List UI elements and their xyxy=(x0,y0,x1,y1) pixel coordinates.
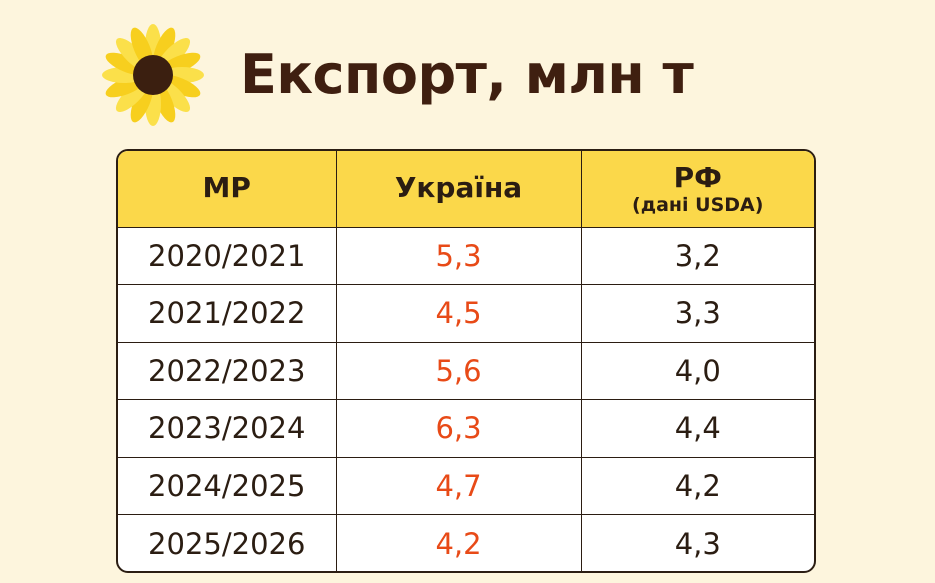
page-title: Експорт, млн т xyxy=(240,43,694,106)
table-row: 2024/2025 4,7 4,2 xyxy=(118,456,814,515)
season-cell: 2022/2023 xyxy=(118,341,337,400)
header-russia-note: (дані USDA) xyxy=(632,193,764,216)
season-cell: 2023/2024 xyxy=(118,399,337,458)
header-season-label: МР xyxy=(202,171,251,205)
header-ukraine-label: Україна xyxy=(394,171,523,205)
table-row: 2020/2021 5,3 3,2 xyxy=(118,226,814,285)
table-row: 2025/2026 4,2 4,3 xyxy=(118,514,814,571)
russia-value-cell: 3,2 xyxy=(580,226,814,285)
table-row: 2021/2022 4,5 3,3 xyxy=(118,284,814,343)
sunflower-icon xyxy=(102,24,204,126)
russia-value-cell: 4,4 xyxy=(580,399,814,458)
table-body: 2020/2021 5,3 3,2 2021/2022 4,5 3,3 2022/2023 5… xyxy=(118,226,814,571)
header-russia-label: РФ xyxy=(673,160,722,194)
russia-value-cell: 4,2 xyxy=(580,456,814,515)
russia-value-cell: 3,3 xyxy=(580,284,814,343)
export-data-table: МР Україна РФ (дані USDA) 2020/2021 5,3 3,… xyxy=(118,151,814,571)
title-row: Експорт, млн т xyxy=(100,22,694,128)
season-cell: 2021/2022 xyxy=(118,284,337,343)
russia-value-cell: 4,0 xyxy=(580,341,814,400)
ukraine-value-cell: 4,5 xyxy=(335,284,582,343)
export-table: МР Україна РФ (дані USDA) 2020/2021 5,3 3,… xyxy=(116,149,816,573)
russia-value-cell: 4,3 xyxy=(580,514,814,571)
season-cell: 2025/2026 xyxy=(118,514,337,571)
header-season: МР xyxy=(118,151,337,228)
table-row: 2023/2024 6,3 4,4 xyxy=(118,399,814,458)
ukraine-value-cell: 4,2 xyxy=(335,514,582,571)
ukraine-value-cell: 5,3 xyxy=(335,226,582,285)
ukraine-value-cell: 5,6 xyxy=(335,341,582,400)
season-cell: 2020/2021 xyxy=(118,226,337,285)
table-header-row: МР Україна РФ (дані USDA) xyxy=(118,151,814,228)
table-row: 2022/2023 5,6 4,0 xyxy=(118,341,814,400)
ukraine-value-cell: 4,7 xyxy=(335,456,582,515)
ukraine-value-cell: 6,3 xyxy=(335,399,582,458)
header-ukraine: Україна xyxy=(335,151,582,228)
season-cell: 2024/2025 xyxy=(118,456,337,515)
header-russia: РФ (дані USDA) xyxy=(580,151,814,228)
